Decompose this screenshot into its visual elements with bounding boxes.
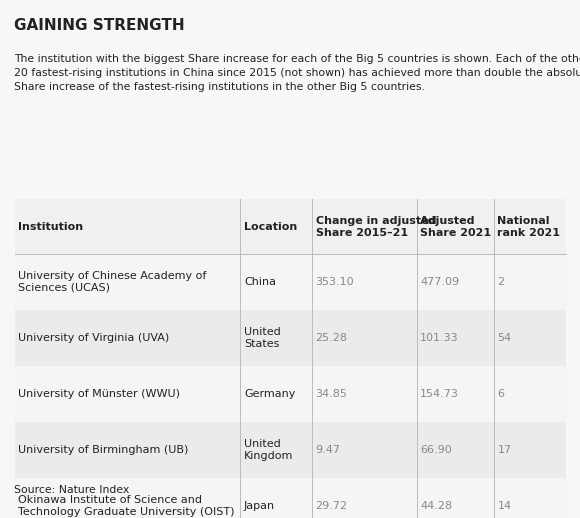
- Text: Okinawa Institute of Science and
Technology Graduate University (OIST): Okinawa Institute of Science and Technol…: [18, 495, 234, 516]
- Text: Change in adjusted
Share 2015–21: Change in adjusted Share 2015–21: [316, 215, 436, 238]
- Text: University of Virginia (UVA): University of Virginia (UVA): [18, 333, 169, 343]
- FancyBboxPatch shape: [14, 366, 566, 422]
- Text: 154.73: 154.73: [420, 388, 459, 399]
- Text: 101.33: 101.33: [420, 333, 459, 343]
- FancyBboxPatch shape: [14, 199, 566, 254]
- FancyBboxPatch shape: [14, 478, 566, 518]
- Text: Germany: Germany: [244, 388, 295, 399]
- Text: The institution with the biggest Share increase for each of the Big 5 countries : The institution with the biggest Share i…: [14, 54, 580, 92]
- Text: 44.28: 44.28: [420, 500, 452, 511]
- Text: 9.47: 9.47: [316, 444, 340, 455]
- Text: University of Birmingham (UB): University of Birmingham (UB): [18, 444, 188, 455]
- Text: China: China: [244, 277, 276, 287]
- Text: Institution: Institution: [18, 222, 83, 232]
- Text: 353.10: 353.10: [316, 277, 354, 287]
- FancyBboxPatch shape: [14, 422, 566, 478]
- Text: 2: 2: [498, 277, 505, 287]
- Text: Adjusted
Share 2021: Adjusted Share 2021: [420, 215, 491, 238]
- Text: United
Kingdom: United Kingdom: [244, 439, 293, 461]
- Text: 477.09: 477.09: [420, 277, 459, 287]
- Text: 17: 17: [498, 444, 512, 455]
- Text: United
States: United States: [244, 327, 281, 349]
- Text: Location: Location: [244, 222, 297, 232]
- Text: Source: Nature Index: Source: Nature Index: [14, 485, 130, 495]
- Text: 25.28: 25.28: [316, 333, 347, 343]
- Text: 54: 54: [498, 333, 512, 343]
- Text: 66.90: 66.90: [420, 444, 452, 455]
- Text: 6: 6: [498, 388, 505, 399]
- FancyBboxPatch shape: [14, 310, 566, 366]
- Text: Japan: Japan: [244, 500, 275, 511]
- Text: University of Chinese Academy of
Sciences (UCAS): University of Chinese Academy of Science…: [18, 271, 206, 293]
- FancyBboxPatch shape: [14, 254, 566, 310]
- Text: 14: 14: [498, 500, 512, 511]
- Text: 34.85: 34.85: [316, 388, 347, 399]
- Text: National
rank 2021: National rank 2021: [498, 215, 560, 238]
- Text: GAINING STRENGTH: GAINING STRENGTH: [14, 18, 185, 33]
- Text: 29.72: 29.72: [316, 500, 347, 511]
- Text: University of Münster (WWU): University of Münster (WWU): [18, 388, 180, 399]
